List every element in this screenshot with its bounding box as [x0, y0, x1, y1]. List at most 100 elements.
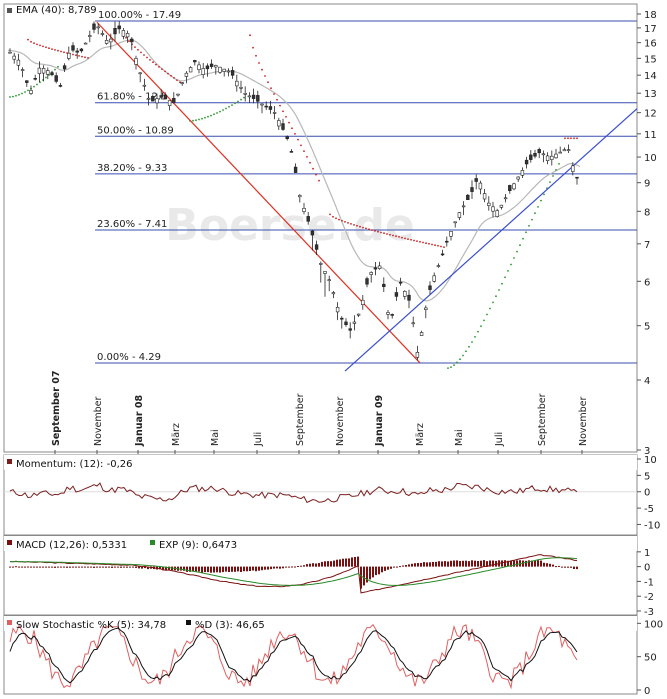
sar-dot: [413, 239, 415, 242]
y-tick-label: -3: [644, 607, 654, 618]
sar-dot: [30, 40, 32, 43]
candle-body: [41, 68, 46, 74]
macd-histogram-bar: [186, 566, 188, 572]
sar-dot: [504, 276, 506, 279]
sar-dot: [315, 173, 317, 176]
sar-dot: [347, 222, 349, 224]
candle-body: [449, 231, 453, 237]
macd-histogram-bar: [78, 566, 80, 568]
candle-body: [146, 97, 151, 100]
candle-body: [394, 292, 399, 297]
macd-histogram-bar: [483, 560, 485, 567]
sar-dot: [33, 85, 35, 88]
sar-dot: [549, 181, 551, 184]
candle-body: [566, 149, 571, 151]
sar-dot: [42, 45, 44, 48]
sar-dot: [240, 98, 242, 101]
candle-body: [335, 306, 340, 313]
sar-dot: [309, 161, 311, 164]
x-tick-label: Juli: [494, 432, 505, 447]
y-tick-label: 18: [644, 10, 657, 21]
macd-histogram-bar: [9, 566, 11, 568]
candle-body: [356, 313, 361, 316]
macd-histogram-bar: [516, 560, 518, 567]
sar-dot: [404, 237, 406, 240]
candle-body: [289, 151, 294, 153]
macd-histogram-bar: [204, 566, 206, 573]
candle-body: [474, 178, 478, 182]
macd-histogram-bar: [132, 566, 134, 568]
sar-dot: [537, 206, 539, 208]
candle-body: [327, 279, 331, 282]
macd-histogram-bar: [30, 566, 32, 568]
sar-dot: [252, 46, 254, 49]
sar-dot: [306, 156, 308, 158]
macd-histogram-bar: [87, 566, 89, 568]
momentum-panel: 10 5 0 -5 -10 Momentum: (12): -0,26: [3, 454, 660, 536]
candle-body: [247, 95, 252, 98]
sar-dot: [294, 133, 296, 135]
sar-dot: [576, 137, 578, 140]
macd-histogram-bar: [60, 566, 62, 568]
candle-body: [209, 63, 214, 67]
candle-body: [377, 265, 382, 269]
macd-histogram-bar: [282, 566, 284, 569]
macd-histogram-bar: [240, 566, 242, 572]
sar-dot: [273, 93, 275, 95]
candle-body: [12, 55, 16, 60]
candle-body: [512, 183, 516, 190]
sar-dot: [204, 116, 206, 119]
sar-dot: [377, 230, 379, 233]
y-tick-label: 0: [644, 563, 650, 574]
x-tick-label: März: [171, 423, 182, 446]
macd-histogram-bar: [81, 566, 83, 568]
macd-histogram-bar: [123, 566, 125, 568]
candle-body: [201, 68, 205, 75]
sar-dot: [437, 244, 439, 247]
sar-dot: [480, 325, 482, 327]
candle-body: [348, 328, 352, 331]
y-tick-label: 0: [644, 488, 650, 499]
candle-body: [226, 70, 231, 73]
sar-dot: [27, 89, 29, 92]
candle-body: [571, 165, 575, 172]
macd-histogram-bar: [246, 566, 248, 572]
candle-body: [306, 216, 310, 222]
macd-histogram-bar: [12, 566, 14, 568]
sar-dot: [134, 46, 136, 48]
legend-swatch: [7, 540, 12, 545]
macd-histogram-bar: [399, 566, 401, 568]
macd-histogram-bar: [231, 566, 233, 572]
candle-body: [277, 120, 281, 127]
macd-histogram-bar: [126, 566, 128, 568]
macd-histogram-bar: [342, 558, 344, 567]
candle-body: [487, 202, 491, 206]
macd-histogram-bar: [84, 566, 86, 568]
candle-body: [398, 281, 403, 284]
sar-dot: [407, 238, 409, 241]
legend-swatch: [7, 8, 12, 13]
macd-histogram-bar: [261, 566, 263, 571]
sar-dot: [555, 169, 557, 171]
y-tick-label: 5: [644, 471, 650, 482]
panel-legend-bg: [4, 616, 637, 631]
sar-dot: [303, 150, 305, 153]
macd-histogram-bar: [459, 561, 461, 567]
candle-body: [197, 64, 201, 71]
candle-body: [470, 187, 474, 192]
sar-dot: [489, 307, 491, 310]
x-tick-label: Januar 08: [134, 395, 145, 447]
macd-histogram-bar: [51, 566, 53, 568]
panel-legend-bg: [4, 536, 637, 551]
y-tick-label: 4: [644, 376, 650, 387]
fib-label: 38.20% - 9.33: [97, 163, 167, 174]
sar-dot: [395, 235, 397, 238]
candle-body: [83, 42, 88, 45]
macd-histogram-bar: [336, 559, 338, 567]
macd-histogram-bar: [264, 566, 266, 570]
macd-histogram-bar: [318, 563, 320, 567]
macd-histogram-bar: [366, 566, 368, 583]
candle-body: [62, 65, 67, 70]
macd-histogram-bar: [207, 566, 209, 573]
macd-histogram-bar: [291, 566, 293, 568]
